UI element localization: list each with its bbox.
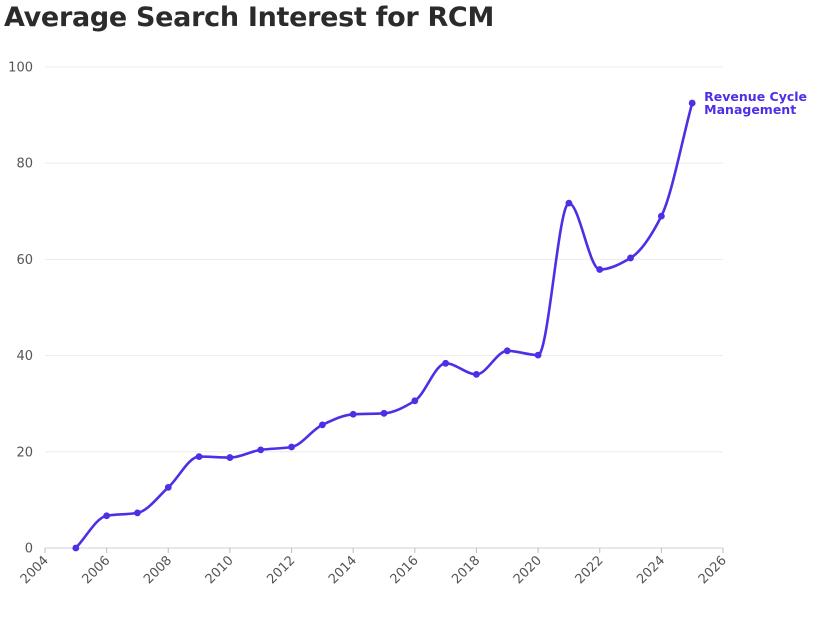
data-point <box>411 397 419 405</box>
x-tick-labels: 2004 2006 2008 2010 2012 2014 2016 2018 2020 2022… <box>18 553 730 587</box>
data-point <box>688 99 696 107</box>
data-point <box>226 454 234 461</box>
x-tick-label: 2012 <box>264 553 298 587</box>
x-tick-label: 2010 <box>203 553 237 587</box>
data-point <box>503 347 511 355</box>
x-axis <box>44 547 724 553</box>
y-tick-label: 0 <box>25 542 33 557</box>
chart-title: Average Search Interest for RCM <box>4 2 495 33</box>
data-point <box>164 483 172 491</box>
x-tick-label: 2006 <box>79 553 113 587</box>
data-point <box>195 453 203 461</box>
data-point <box>473 370 480 378</box>
y-tick-label: 100 <box>8 61 33 76</box>
y-tick-label: 60 <box>16 253 33 268</box>
data-point <box>72 544 80 552</box>
data-point <box>565 199 573 207</box>
x-tick-label: 2008 <box>141 553 175 587</box>
data-point <box>134 509 141 517</box>
series-label-layer: Revenue Cycle Management <box>704 89 807 117</box>
y-tick-label: 20 <box>16 445 33 460</box>
data-point <box>627 254 634 262</box>
gridlines <box>45 66 723 453</box>
data-point <box>349 410 357 418</box>
x-tick-label: 2016 <box>388 553 422 587</box>
data-point <box>257 446 265 454</box>
series-line <box>74 101 694 550</box>
x-tick-label: 2004 <box>18 553 52 587</box>
x-tick-label: 2020 <box>511 553 545 587</box>
data-point <box>380 409 388 417</box>
x-tick-label: 2014 <box>326 553 360 587</box>
series-label: Revenue Cycle Management <box>704 89 807 117</box>
y-tick-label: 40 <box>16 349 33 364</box>
data-point <box>442 359 450 367</box>
data-point <box>657 212 665 220</box>
y-tick-label: 80 <box>16 157 33 172</box>
data-point <box>318 421 326 429</box>
y-axis: 0 20 40 60 80 100 <box>8 61 33 557</box>
series-layer <box>72 99 696 552</box>
data-point <box>534 351 542 359</box>
x-tick-label: 2018 <box>449 553 483 587</box>
data-point <box>596 266 604 273</box>
x-tick-label: 2026 <box>696 553 730 587</box>
x-tick-label: 2024 <box>634 553 668 587</box>
x-tick-label: 2022 <box>573 553 607 587</box>
data-point <box>103 512 111 520</box>
data-point <box>288 443 295 451</box>
